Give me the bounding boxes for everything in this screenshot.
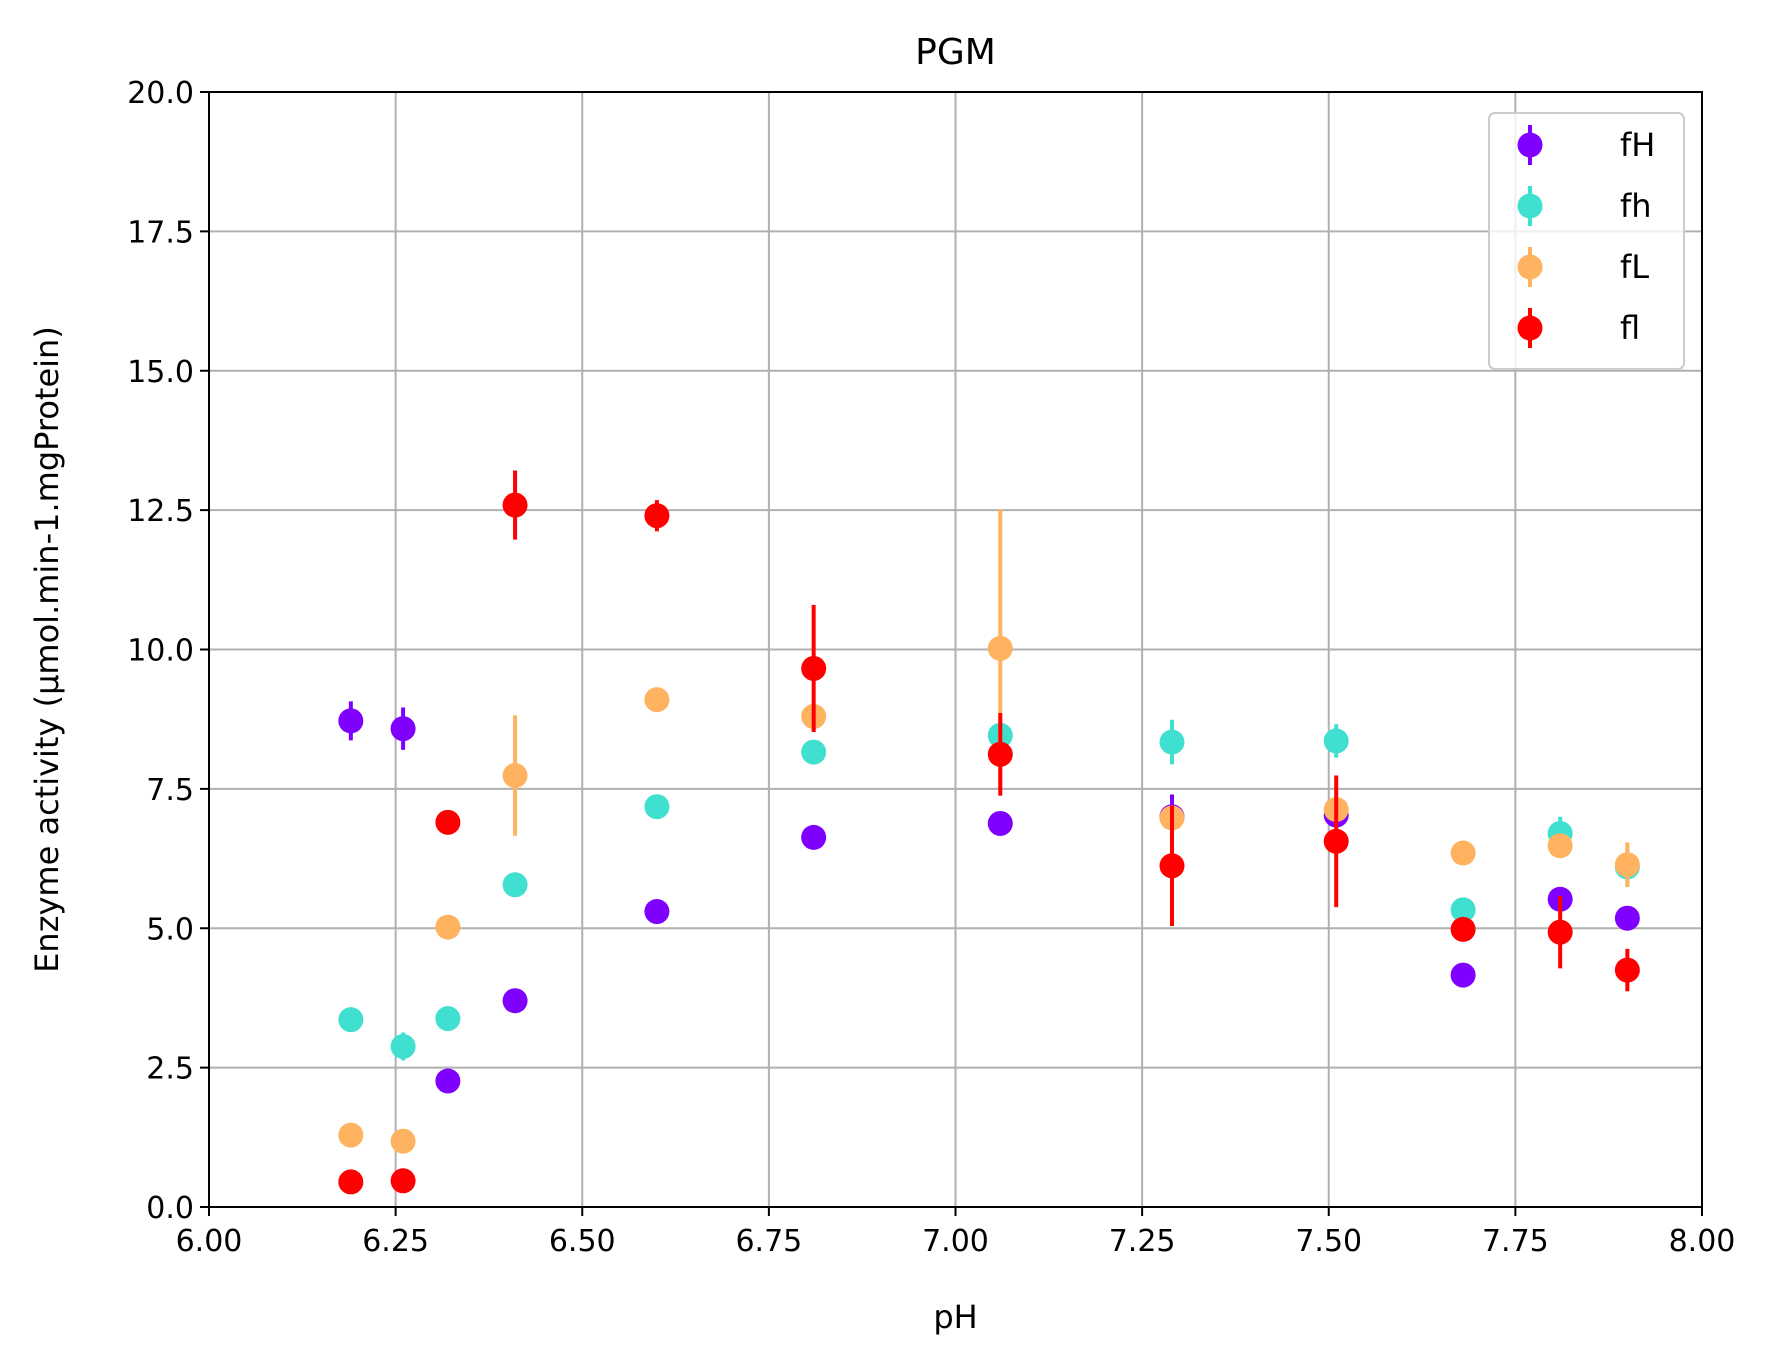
data-point bbox=[644, 794, 670, 820]
data-point bbox=[987, 741, 1013, 767]
legend-label: fH bbox=[1620, 126, 1655, 164]
data-point bbox=[1450, 916, 1476, 942]
data-point bbox=[390, 1128, 416, 1154]
y-tick-label: 17.5 bbox=[127, 215, 194, 250]
y-tick-label: 12.5 bbox=[127, 494, 194, 529]
legend-label: fL bbox=[1620, 248, 1649, 286]
legend-box bbox=[1488, 112, 1685, 370]
x-tick-label: 6.00 bbox=[176, 1224, 243, 1259]
x-tick-label: 6.75 bbox=[735, 1224, 802, 1259]
data-point bbox=[801, 824, 827, 850]
y-tick-label: 2.5 bbox=[146, 1052, 194, 1087]
data-point bbox=[502, 988, 528, 1014]
data-point bbox=[390, 1033, 416, 1059]
data-point bbox=[801, 655, 827, 681]
y-axis-label: Enzyme activity (µmol.min-1.mgProtein) bbox=[28, 326, 66, 973]
data-point bbox=[1159, 729, 1185, 755]
legend-entry: fL bbox=[1517, 247, 1649, 287]
legend-entry: fH bbox=[1517, 125, 1655, 165]
axis-ticks: 6.00 6.25 6.50 6.75 7.00 7.25 7.50 7.75 8.00 0.0 2… bbox=[127, 76, 1735, 1259]
y-tick-label: 15.0 bbox=[127, 355, 194, 390]
legend-marker bbox=[1517, 315, 1543, 341]
y-tick-label: 5.0 bbox=[146, 912, 194, 947]
data-point bbox=[1450, 897, 1476, 923]
series-fH bbox=[338, 701, 1640, 1094]
data-point bbox=[435, 914, 461, 940]
legend-marker bbox=[1517, 193, 1543, 219]
y-tick-label: 20.0 bbox=[127, 76, 194, 111]
legend-entry: fh bbox=[1517, 186, 1652, 226]
chart-title: PGM bbox=[915, 32, 996, 73]
data-point bbox=[987, 635, 1013, 661]
data-point bbox=[1614, 905, 1640, 931]
data-point bbox=[502, 762, 528, 788]
x-tick-label: 8.00 bbox=[1669, 1224, 1736, 1259]
data-point bbox=[338, 1007, 364, 1033]
data-point bbox=[1547, 919, 1573, 945]
x-axis-label: pH bbox=[933, 1298, 977, 1336]
data-point bbox=[644, 503, 670, 529]
y-tick-label: 0.0 bbox=[146, 1191, 194, 1226]
y-tick-label: 7.5 bbox=[146, 773, 194, 808]
data-point bbox=[390, 1168, 416, 1194]
data-point bbox=[1159, 853, 1185, 879]
data-point bbox=[435, 809, 461, 835]
x-tick-label: 7.25 bbox=[1109, 1224, 1176, 1259]
x-tick-label: 7.50 bbox=[1295, 1224, 1362, 1259]
data-point bbox=[1450, 962, 1476, 988]
data-point bbox=[390, 716, 416, 742]
y-tick-label: 10.0 bbox=[127, 634, 194, 669]
legend-label: fh bbox=[1620, 187, 1652, 225]
legend-marker bbox=[1517, 132, 1543, 158]
x-tick-label: 6.25 bbox=[362, 1224, 429, 1259]
data-point bbox=[1323, 728, 1349, 754]
data-point bbox=[1323, 828, 1349, 854]
data-point bbox=[801, 739, 827, 765]
data-point bbox=[502, 872, 528, 898]
data-point bbox=[338, 1122, 364, 1148]
data-point bbox=[338, 1169, 364, 1195]
data-point bbox=[644, 899, 670, 925]
data-point bbox=[1614, 852, 1640, 878]
plot-frame bbox=[208, 91, 1703, 1208]
legend-marker bbox=[1517, 254, 1543, 280]
data-point bbox=[1547, 833, 1573, 859]
data-series bbox=[338, 470, 1640, 1195]
data-point bbox=[1614, 957, 1640, 983]
x-tick-label: 7.00 bbox=[922, 1224, 989, 1259]
legend: fH fh fL fl bbox=[1488, 112, 1685, 370]
data-point bbox=[987, 810, 1013, 836]
legend-label: fl bbox=[1620, 309, 1640, 347]
data-point bbox=[1450, 840, 1476, 866]
data-point bbox=[435, 1068, 461, 1094]
data-point bbox=[435, 1006, 461, 1032]
data-point bbox=[644, 687, 670, 713]
legend-entry: fl bbox=[1517, 308, 1640, 348]
data-point bbox=[338, 708, 364, 734]
x-tick-label: 7.75 bbox=[1482, 1224, 1549, 1259]
data-point bbox=[502, 492, 528, 518]
series-fl bbox=[338, 470, 1640, 1195]
x-tick-label: 6.50 bbox=[549, 1224, 616, 1259]
